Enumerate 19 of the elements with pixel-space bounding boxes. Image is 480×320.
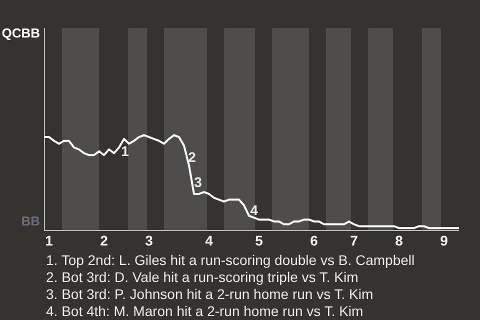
text: BB bbox=[21, 214, 40, 229]
x-tick-label: 4 bbox=[205, 232, 214, 248]
text: 2. Bot 3rd: D. Vale hit a run-scoring triple vs T. Kim bbox=[46, 269, 360, 286]
text: QCBB bbox=[2, 26, 40, 41]
x-tick-label: 8 bbox=[395, 232, 404, 248]
x-tick-label: 6 bbox=[310, 232, 318, 248]
x-tick-label: 1 bbox=[45, 232, 54, 248]
x-tick-label: 3 bbox=[145, 232, 154, 248]
text: 4. Bot 4th: M. Maron hit a 2-run home run vs T. Kim bbox=[46, 303, 364, 320]
annotation: 4 bbox=[250, 202, 258, 218]
annotation: 2 bbox=[188, 148, 196, 165]
x-tick-label: 2 bbox=[100, 232, 108, 248]
x-tick-label: 7 bbox=[350, 232, 358, 248]
x-tick-label: 9 bbox=[440, 232, 448, 248]
text: 1. Top 2nd: L. Giles hit a run-scoring double vs B. Campbell bbox=[46, 252, 416, 269]
annotation: 1 bbox=[121, 142, 130, 159]
annotation: 3 bbox=[194, 174, 202, 190]
text: 3. Bot 3rd: P. Johnson hit a 2-run home run vs T. Kim bbox=[46, 286, 374, 303]
x-tick-label: 5 bbox=[255, 232, 264, 248]
